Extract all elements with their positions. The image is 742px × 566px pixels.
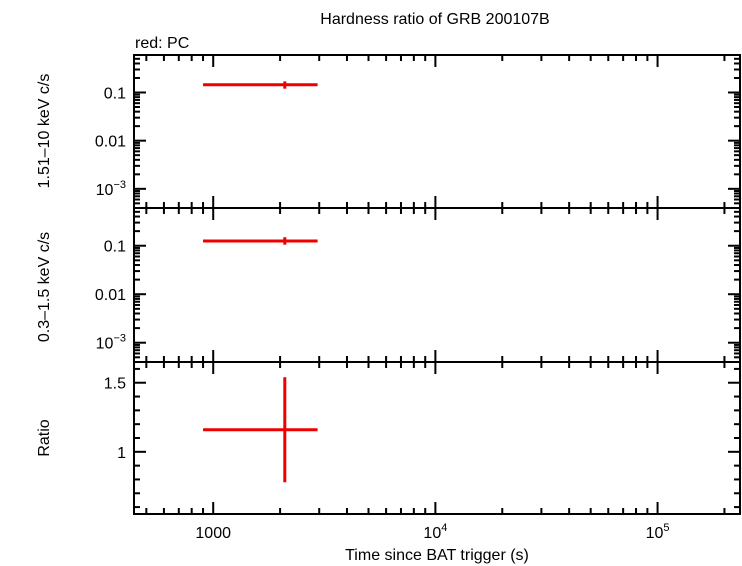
y-tick-label: 1 xyxy=(117,445,126,462)
plot-frame-soft xyxy=(133,207,741,363)
panel-soft: 0.1 0.01 10−3 xyxy=(95,207,741,363)
panel-hard: 0.1 0.01 10−3 xyxy=(95,54,741,209)
x-tick-label: 1000 xyxy=(195,525,231,542)
chart-title: Hardness ratio of GRB 200107B xyxy=(320,11,549,28)
plot-frame-hard xyxy=(133,54,741,209)
y-tick-label: 1.5 xyxy=(104,376,126,393)
y-tick-label: 10−3 xyxy=(96,333,126,353)
plot-frame-ratio xyxy=(133,361,741,515)
y-tick-label: 10−3 xyxy=(96,179,126,199)
y-axis-label-soft: 0.3–1.5 keV c/s xyxy=(36,232,53,342)
x-axis-tick-labels: 1000 104 105 xyxy=(195,522,669,542)
y-tick-label: 0.1 xyxy=(104,85,126,102)
legend-note: red: PC xyxy=(135,35,189,52)
y-tick-label: 0.1 xyxy=(104,239,126,256)
x-tick-label: 105 xyxy=(646,522,670,542)
y-axis-label-hard: 1.51–10 keV c/s xyxy=(36,74,53,189)
y-tick-label: 0.01 xyxy=(95,287,126,304)
x-axis-label: Time since BAT trigger (s) xyxy=(345,547,529,564)
x-tick-label: 104 xyxy=(423,522,447,542)
y-tick-label: 0.01 xyxy=(95,134,126,151)
panel-ratio: 1.51 xyxy=(104,361,741,515)
y-axis-label-ratio: Ratio xyxy=(36,419,53,456)
